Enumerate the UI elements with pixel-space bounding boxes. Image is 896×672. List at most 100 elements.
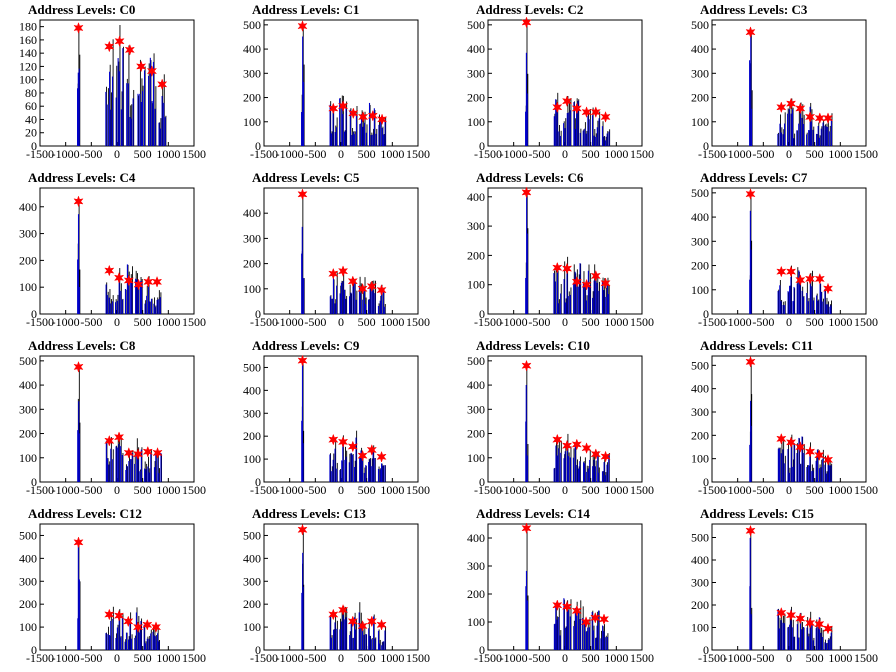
y-tick-label: 400	[467, 42, 485, 56]
peak-marker	[776, 265, 787, 278]
histogram-peak	[806, 442, 815, 482]
y-tick-label: 100	[243, 452, 261, 466]
x-tick-label: -1000	[724, 147, 752, 161]
x-tick-label: 0	[562, 651, 568, 665]
y-tick-label: 200	[691, 428, 709, 442]
x-tick-label: 1000	[156, 483, 180, 497]
peak-marker	[804, 110, 816, 123]
peak-marker	[804, 445, 816, 458]
peak-marker	[328, 102, 339, 115]
histogram-svg: Address Levels: C10 0 100 200 300 400 500 -1500…	[467, 338, 654, 497]
y-tick-label: 300	[467, 559, 485, 573]
y-tick-label: 20	[25, 126, 37, 140]
histogram-peak	[591, 107, 601, 146]
histogram-peak	[824, 113, 833, 146]
histogram-panel-9: Address Levels: C9 0 100 200 300 400 500 -1500-…	[224, 336, 448, 504]
peak-marker	[581, 106, 592, 119]
peak-marker	[598, 613, 610, 626]
histogram-peak	[137, 59, 146, 146]
histogram-peak	[126, 45, 135, 146]
x-tick-label: -1000	[500, 315, 528, 329]
peak-marker	[590, 611, 601, 624]
peak-marker	[73, 536, 84, 549]
x-tick-label: 500	[134, 315, 152, 329]
histogram-peak	[105, 39, 114, 146]
peak-marker	[104, 608, 115, 621]
histogram-peak	[301, 529, 305, 650]
y-tick-label: 500	[691, 18, 709, 32]
y-tick-label: 400	[243, 42, 261, 56]
histogram-peak	[358, 602, 368, 650]
histogram-peak	[115, 609, 124, 650]
histogram-panel-8: Address Levels: C8 0 100 200 300 400 500 -1500-…	[0, 336, 224, 504]
peak-marker	[521, 16, 532, 29]
histogram-panel-3: Address Levels: C3 0 100 200 300 400 500 -1500-…	[672, 0, 896, 168]
y-tick-label: 0	[479, 307, 485, 321]
y-tick-label: 100	[467, 278, 485, 292]
x-tick-label: 1000	[604, 483, 628, 497]
peak-marker	[814, 618, 825, 631]
histogram-peak	[378, 114, 387, 146]
x-tick-label: 1000	[604, 651, 628, 665]
peak-marker	[347, 440, 358, 453]
histogram-peak	[329, 614, 338, 650]
peak-marker	[337, 100, 349, 112]
chart-title: Address Levels: C11	[700, 338, 813, 353]
peak-marker	[357, 449, 368, 462]
x-tick-label: 0	[562, 147, 568, 161]
x-tick-label: 1500	[630, 651, 654, 665]
peak-marker	[521, 186, 532, 199]
peak-marker	[580, 616, 592, 628]
y-tick-label: 200	[19, 597, 37, 611]
x-tick-label: -1000	[276, 651, 304, 665]
x-tick-label: -1500	[250, 315, 278, 329]
peak-marker	[600, 450, 611, 463]
x-tick-label: -1500	[26, 483, 54, 497]
peak-marker	[776, 432, 787, 445]
x-tick-label: -1500	[26, 315, 54, 329]
x-tick-label: -500	[752, 315, 774, 329]
histogram-peak	[553, 437, 562, 482]
x-tick-label: -500	[528, 147, 550, 161]
x-tick-label: 1000	[828, 147, 852, 161]
y-tick-label: 500	[691, 531, 709, 545]
peak-marker	[814, 112, 825, 125]
plot-frame	[711, 523, 867, 651]
histogram-svg: Address Levels: C00204060801001201401601…	[19, 2, 206, 161]
x-tick-label: -1000	[724, 651, 752, 665]
y-tick-label: 500	[19, 528, 37, 542]
peak-marker	[104, 40, 115, 53]
x-tick-label: 1000	[828, 483, 852, 497]
x-tick-label: -1500	[474, 147, 502, 161]
x-tick-label: 0	[786, 147, 792, 161]
x-tick-label: 1000	[604, 147, 628, 161]
x-tick-label: 1500	[630, 483, 654, 497]
y-tick-label: 0	[479, 643, 485, 657]
peak-marker	[328, 433, 339, 446]
y-tick-label: 100	[691, 452, 709, 466]
y-tick-label: 500	[467, 354, 485, 368]
x-tick-label: 0	[338, 147, 344, 161]
histogram-peak	[582, 109, 591, 146]
x-tick-label: -500	[80, 483, 102, 497]
x-tick-label: 500	[358, 147, 376, 161]
histogram-svg: Address Levels: C15 0 100 200 300 400 500 -1500…	[691, 506, 878, 665]
peak-marker	[745, 524, 756, 537]
peak-marker	[337, 603, 349, 616]
y-tick-label: 0	[31, 139, 37, 153]
y-tick-label: 0	[255, 643, 261, 657]
x-tick-label: -500	[304, 315, 326, 329]
histogram-peak	[348, 430, 358, 482]
x-tick-label: 0	[338, 483, 344, 497]
y-tick-label: 100	[19, 280, 37, 294]
y-tick-label: 400	[691, 382, 709, 396]
peak-marker	[367, 109, 378, 122]
histogram-peak	[134, 438, 143, 482]
peak-marker	[366, 443, 377, 456]
peak-marker	[114, 35, 125, 48]
y-tick-label: 400	[467, 190, 485, 204]
histogram-peak	[787, 265, 796, 314]
peak-marker	[581, 278, 592, 291]
peak-marker	[590, 106, 601, 119]
